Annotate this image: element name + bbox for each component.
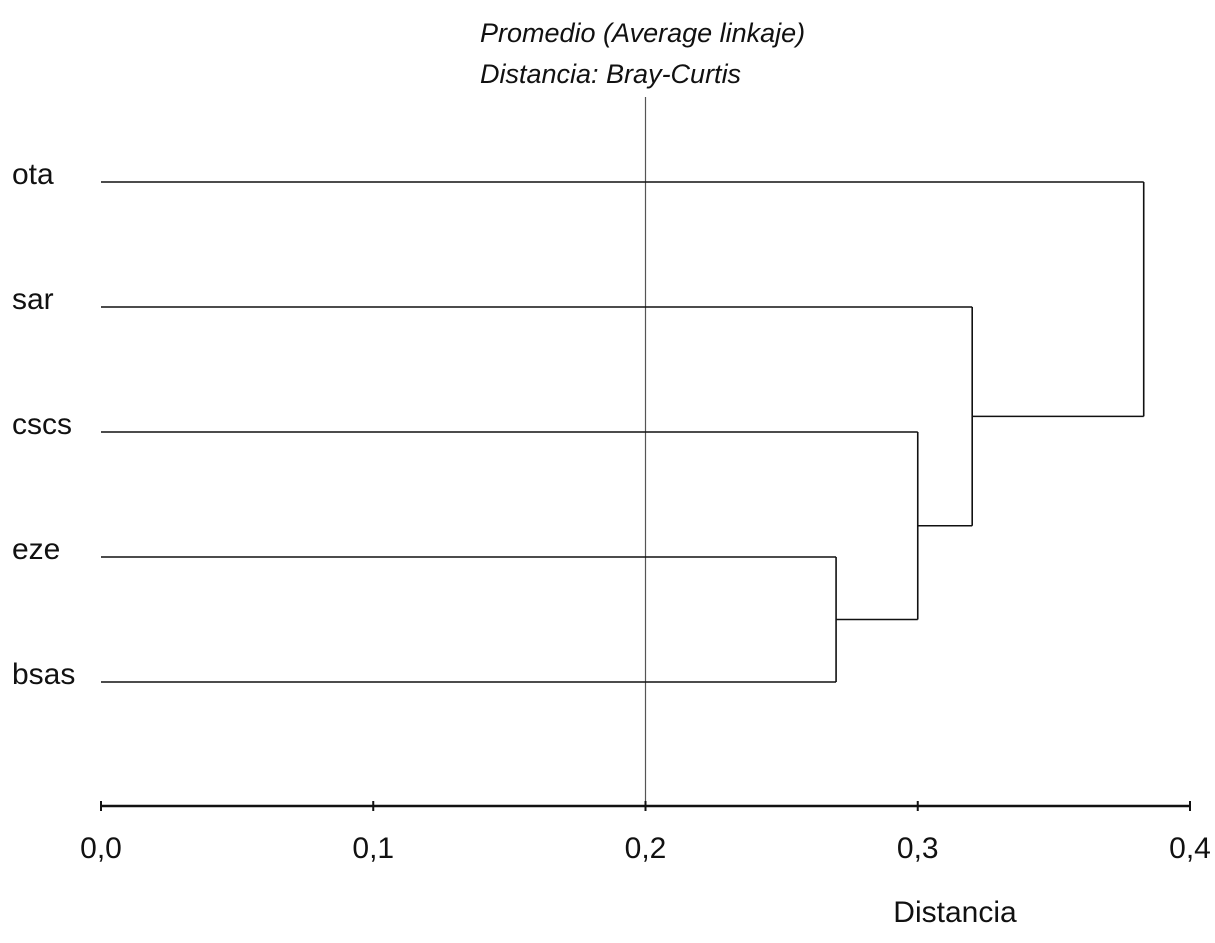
x-axis-title: Distancia bbox=[893, 896, 1017, 929]
x-tick-label: 0,4 bbox=[1169, 832, 1211, 865]
leaf-label-bsas: bsas bbox=[12, 658, 75, 691]
method-label: Promedio (Average linkaje) bbox=[480, 18, 805, 48]
leaf-label-cscs: cscs bbox=[12, 408, 72, 441]
x-tick-label: 0,1 bbox=[352, 832, 394, 865]
leaf-label-eze: eze bbox=[12, 533, 60, 566]
distance-metric-label: Distancia: Bray-Curtis bbox=[480, 59, 741, 89]
x-tick-label: 0,2 bbox=[625, 832, 667, 865]
leaf-label-sar: sar bbox=[12, 283, 54, 316]
x-tick-label: 0,3 bbox=[897, 832, 939, 865]
x-tick-label: 0,0 bbox=[80, 832, 122, 865]
leaf-label-ota: ota bbox=[12, 158, 54, 191]
